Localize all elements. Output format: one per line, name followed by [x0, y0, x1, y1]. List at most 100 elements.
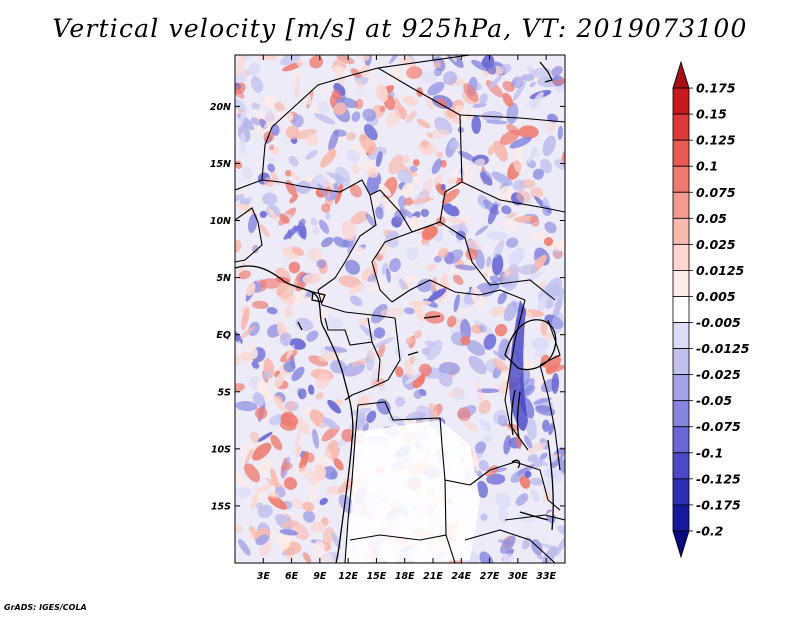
field-cell	[235, 99, 245, 112]
field-cell	[250, 432, 260, 443]
field-cell	[521, 74, 535, 82]
field-cell	[235, 486, 252, 499]
field-cell	[351, 163, 360, 175]
field-cell	[248, 213, 258, 233]
field-cell	[291, 366, 305, 382]
field-cell	[405, 336, 415, 345]
field-cell	[508, 264, 520, 274]
longitude-axis: 3E 6E 9E 12E 15E 18E 21E 24E 27E 30E 33E	[257, 55, 557, 582]
field-cell	[410, 216, 422, 229]
field-cell	[540, 320, 548, 336]
colorbar-swatch	[672, 113, 690, 141]
field-cell	[264, 109, 273, 125]
colorbar-swatch	[672, 374, 690, 402]
colorbar-label: -0.2	[696, 523, 723, 538]
field-cell	[368, 284, 388, 292]
field-cell	[291, 522, 309, 541]
field-cell	[395, 366, 404, 378]
colorbar-swatch	[672, 165, 690, 193]
field-cell	[479, 93, 488, 105]
field-cell	[529, 477, 544, 486]
field-cell	[290, 171, 300, 181]
field-cell	[548, 422, 555, 436]
field-cell	[479, 551, 494, 563]
field-cell	[279, 213, 290, 224]
field-cell	[332, 65, 353, 79]
field-cell	[281, 411, 294, 420]
field-cell	[375, 150, 383, 168]
field-cell	[386, 267, 391, 283]
field-cell	[291, 246, 305, 256]
field-cell	[426, 132, 433, 139]
field-cell	[502, 80, 515, 92]
field-cell	[512, 80, 526, 102]
field-cell	[341, 219, 356, 242]
field-cell	[237, 107, 248, 129]
colorbar-label: -0.05	[696, 393, 732, 408]
field-cell	[517, 511, 535, 523]
colorbar-label: 0.075	[696, 185, 736, 200]
field-cell	[267, 491, 280, 499]
lon-tick-label: 9E	[313, 571, 327, 582]
field-cell	[433, 60, 441, 69]
field-cell	[325, 172, 335, 193]
field-cell	[305, 133, 319, 147]
field-cell	[302, 552, 312, 563]
field-cell	[318, 101, 331, 114]
field-cell	[235, 523, 243, 534]
field-cell	[307, 384, 315, 395]
colorbar-top-triangle	[672, 60, 690, 89]
field-cell	[279, 529, 298, 536]
field-cell	[294, 416, 311, 435]
field-cell	[478, 399, 492, 415]
lon-tick-label: 33E	[536, 571, 556, 582]
colorbar-swatch	[672, 139, 690, 167]
field-cell	[421, 70, 438, 84]
field-cell	[238, 538, 251, 556]
field-cell	[329, 471, 338, 480]
field-cell	[303, 296, 310, 303]
field-cell	[310, 217, 318, 226]
field-cell	[435, 98, 448, 108]
field-cell	[404, 273, 417, 283]
field-cell	[303, 510, 316, 523]
field-cell	[534, 349, 547, 358]
field-cell	[473, 158, 486, 168]
colorbar-label: 0.1	[696, 159, 718, 174]
field-cell	[403, 55, 417, 69]
field-cell	[314, 113, 336, 125]
field-cell	[487, 204, 498, 225]
field-cell	[435, 182, 448, 197]
field-cell	[529, 81, 536, 88]
field-cell	[314, 540, 326, 552]
field-cell	[333, 102, 347, 115]
field-cell	[431, 158, 442, 175]
colorbar-swatch	[672, 296, 690, 323]
field-cell	[254, 406, 268, 420]
field-cell	[379, 105, 386, 113]
field-cell	[254, 482, 276, 493]
field-cell	[318, 351, 341, 362]
lon-tick-label: 30E	[508, 571, 528, 582]
field-cell	[476, 480, 488, 498]
field-cell	[409, 165, 418, 173]
field-cell	[235, 83, 245, 99]
field-cell	[506, 102, 519, 125]
field-cell	[318, 219, 330, 234]
field-cell	[344, 259, 361, 275]
field-cell	[360, 55, 370, 61]
lat-tick-label: 15S	[211, 501, 231, 512]
field-cell	[551, 373, 560, 394]
field-cell	[548, 239, 565, 252]
field-cell	[315, 392, 324, 400]
field-cell	[515, 493, 529, 506]
field-cell	[413, 300, 425, 322]
field-cell	[355, 79, 363, 92]
field-cell	[387, 68, 401, 82]
field-cell	[544, 221, 557, 234]
colorbar-swatch	[672, 270, 690, 297]
field-cell	[338, 275, 362, 288]
lat-tick-label: 20N	[210, 102, 231, 113]
field-cell	[235, 472, 243, 482]
field-cell	[521, 384, 536, 398]
